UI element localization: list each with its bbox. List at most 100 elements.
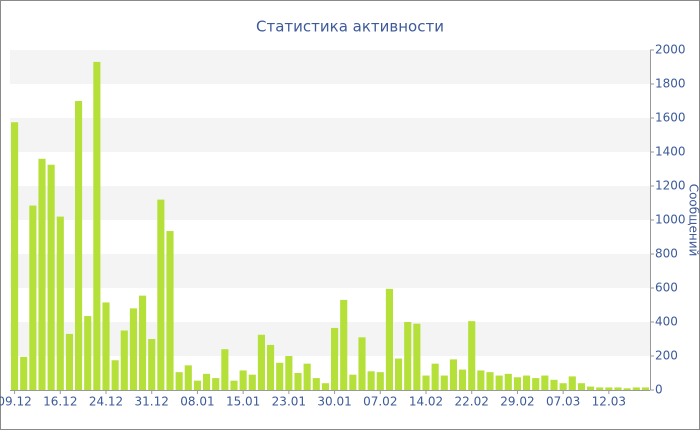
bar: [239, 370, 247, 390]
bar: [596, 387, 604, 390]
bar: [139, 295, 147, 390]
bar: [468, 321, 476, 390]
bar: [175, 372, 183, 390]
bar: [449, 359, 457, 390]
y-axis-label: Сообщений: [687, 184, 700, 257]
bar: [267, 344, 275, 390]
y-tick-label: 0: [655, 383, 663, 397]
bar: [303, 363, 311, 390]
bar: [358, 337, 366, 390]
grid-band: [10, 322, 650, 356]
x-tick-label: 14.02: [409, 395, 443, 409]
bar: [404, 322, 412, 390]
bar: [203, 373, 211, 390]
bar: [312, 378, 320, 390]
chart-title: Статистика активности: [256, 18, 444, 36]
bar: [532, 378, 540, 390]
x-tick-label: 23.01: [272, 395, 306, 409]
y-tick-label: 1200: [655, 179, 686, 193]
bar: [605, 387, 613, 390]
bar: [102, 302, 110, 390]
bar: [221, 349, 229, 390]
y-tick-label: 1600: [655, 111, 686, 125]
bar: [257, 334, 265, 390]
bar: [385, 288, 393, 390]
bar: [632, 387, 640, 390]
bar: [65, 333, 73, 390]
bar: [75, 101, 83, 390]
grid-band: [10, 186, 650, 220]
bar: [212, 378, 220, 390]
bar: [20, 356, 28, 390]
bar: [495, 375, 503, 390]
bar: [93, 61, 101, 391]
bar: [395, 358, 403, 390]
bar: [568, 376, 576, 390]
grid-bands: [10, 50, 650, 356]
grid-band: [10, 50, 650, 84]
bar: [349, 374, 357, 390]
bar: [513, 377, 521, 390]
x-tick-label: 12.03: [592, 395, 626, 409]
y-tick-label: 1000: [655, 213, 686, 227]
bar: [157, 199, 165, 390]
bar: [230, 380, 238, 390]
bar: [376, 372, 384, 390]
grid-band: [10, 254, 650, 288]
bar: [422, 375, 430, 390]
bar: [129, 308, 137, 390]
y-tick-label: 600: [655, 281, 678, 295]
x-tick-label: 16.12: [43, 395, 77, 409]
bar: [541, 375, 549, 390]
bar: [331, 327, 339, 390]
bar: [523, 375, 531, 390]
x-tick-label: 07.03: [546, 395, 580, 409]
bar: [294, 373, 302, 390]
bar: [440, 375, 448, 390]
x-tick-label: 09.12: [0, 395, 32, 409]
bar: [29, 205, 37, 390]
bar: [38, 158, 46, 390]
bar: [431, 363, 439, 390]
y-tick-label: 1400: [655, 145, 686, 159]
y-tick-label: 200: [655, 349, 678, 363]
bar: [166, 231, 174, 390]
y-tick-label: 400: [655, 315, 678, 329]
x-tick-label: 15.01: [226, 395, 260, 409]
bar: [559, 383, 567, 390]
bar: [148, 339, 156, 390]
bar: [84, 316, 92, 390]
x-tick-label: 31.12: [135, 395, 169, 409]
bar: [248, 374, 256, 390]
bar: [184, 365, 192, 390]
bar: [56, 216, 64, 390]
bar: [193, 380, 201, 390]
x-tick-label: 22.02: [455, 395, 489, 409]
bar: [111, 360, 119, 390]
bar: [486, 372, 494, 390]
bar: [321, 383, 329, 390]
bar: [623, 388, 631, 390]
bar: [550, 379, 558, 390]
bar: [47, 164, 55, 390]
bar: [641, 387, 649, 390]
x-tick-label: 30.01: [317, 395, 351, 409]
bar: [587, 386, 595, 390]
bar: [285, 356, 293, 390]
bar: [413, 323, 421, 390]
bar: [11, 122, 19, 390]
bar: [504, 373, 512, 390]
bar: [577, 383, 585, 390]
x-tick-label: 29.02: [500, 395, 534, 409]
y-tick-label: 800: [655, 247, 678, 261]
y-tick-label: 2000: [655, 43, 686, 57]
bar: [340, 299, 348, 390]
grid-band: [10, 118, 650, 152]
y-tick-label: 1800: [655, 77, 686, 91]
x-tick-label: 08.01: [180, 395, 214, 409]
bar: [276, 362, 284, 390]
bar: [367, 371, 375, 390]
bar: [459, 369, 467, 390]
